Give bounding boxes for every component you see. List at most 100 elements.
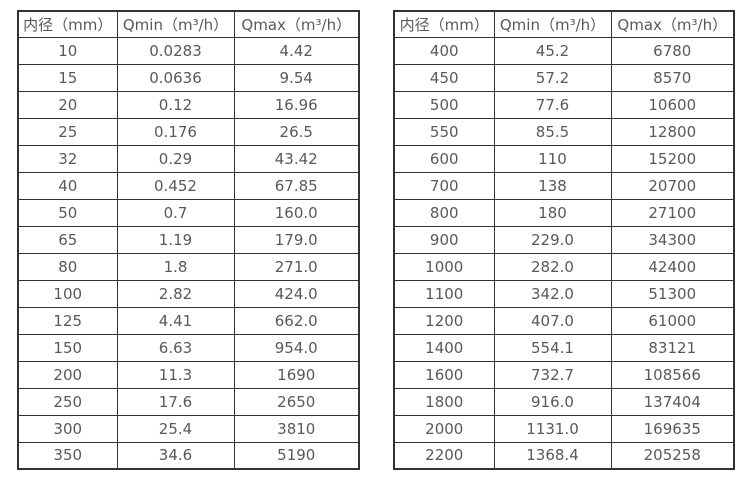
qmax-cell: 67.85 (233, 171, 360, 200)
qmax-cell: 424.0 (233, 279, 360, 308)
table-row: 15 0.0636 9.54 (17, 63, 360, 92)
table-row: 700 138 20700 (393, 171, 735, 200)
qmax-cell: 61000 (610, 306, 735, 335)
header-cell-qmax: Qmax（m³/h） (610, 10, 735, 38)
diameter-cell: 400 (393, 36, 495, 65)
diameter-cell: 125 (17, 306, 118, 335)
table-row: 125 4.41 662.0 (17, 306, 360, 335)
qmax-cell: 2650 (233, 387, 360, 416)
header-cell-qmin: Qmin（m³/h） (493, 10, 612, 38)
qmax-cell: 9.54 (233, 63, 360, 92)
qmax-cell: 16.96 (233, 90, 360, 119)
diameter-cell: 32 (17, 144, 118, 173)
qmax-cell: 4.42 (233, 36, 360, 65)
table-row: 400 45.2 6780 (393, 36, 735, 65)
qmin-cell: 0.0636 (116, 63, 235, 92)
diameter-cell: 900 (393, 225, 495, 254)
qmax-cell: 26.5 (233, 117, 360, 146)
qmax-cell: 108566 (610, 360, 735, 389)
qmin-cell: 0.29 (116, 144, 235, 173)
qmin-cell: 45.2 (493, 36, 612, 65)
header-row: 内径（mm） Qmin（m³/h） Qmax（m³/h） (393, 10, 735, 38)
qmax-cell: 662.0 (233, 306, 360, 335)
table-row: 32 0.29 43.42 (17, 144, 360, 173)
header-cell-diameter: 内径（mm） (17, 10, 118, 38)
diameter-cell: 300 (17, 414, 118, 443)
diameter-cell: 250 (17, 387, 118, 416)
qmin-cell: 77.6 (493, 90, 612, 119)
diameter-cell: 600 (393, 144, 495, 173)
qmin-cell: 282.0 (493, 252, 612, 281)
qmin-cell: 0.0283 (116, 36, 235, 65)
diameter-cell: 1000 (393, 252, 495, 281)
diameter-cell: 20 (17, 90, 118, 119)
table-row: 25 0.176 26.5 (17, 117, 360, 146)
qmin-cell: 57.2 (493, 63, 612, 92)
qmin-cell: 0.12 (116, 90, 235, 119)
table-row: 1200 407.0 61000 (393, 306, 735, 335)
diameter-cell: 65 (17, 225, 118, 254)
header-cell-qmax: Qmax（m³/h） (233, 10, 360, 38)
table-row: 40 0.452 67.85 (17, 171, 360, 200)
qmax-cell: 43.42 (233, 144, 360, 173)
qmin-cell: 17.6 (116, 387, 235, 416)
qmin-cell: 1.19 (116, 225, 235, 254)
qmin-cell: 407.0 (493, 306, 612, 335)
diameter-cell: 80 (17, 252, 118, 281)
diameter-cell: 1600 (393, 360, 495, 389)
diameter-cell: 15 (17, 63, 118, 92)
table-row: 65 1.19 179.0 (17, 225, 360, 254)
table-row: 1600 732.7 108566 (393, 360, 735, 389)
qmax-cell: 51300 (610, 279, 735, 308)
qmin-cell: 229.0 (493, 225, 612, 254)
table-row: 2200 1368.4 205258 (393, 441, 735, 470)
qmax-cell: 271.0 (233, 252, 360, 281)
diameter-cell: 1400 (393, 333, 495, 362)
qmin-cell: 554.1 (493, 333, 612, 362)
qmin-cell: 138 (493, 171, 612, 200)
table-row: 1800 916.0 137404 (393, 387, 735, 416)
table-row: 10 0.0283 4.42 (17, 36, 360, 65)
qmin-cell: 34.6 (116, 441, 235, 470)
qmin-cell: 1131.0 (493, 414, 612, 443)
table-row: 550 85.5 12800 (393, 117, 735, 146)
diameter-cell: 150 (17, 333, 118, 362)
table-row: 900 229.0 34300 (393, 225, 735, 254)
qmax-cell: 20700 (610, 171, 735, 200)
qmin-cell: 110 (493, 144, 612, 173)
qmax-cell: 169635 (610, 414, 735, 443)
diameter-cell: 10 (17, 36, 118, 65)
table-row: 1400 554.1 83121 (393, 333, 735, 362)
table-row: 500 77.6 10600 (393, 90, 735, 119)
qmax-cell: 34300 (610, 225, 735, 254)
qmin-cell: 1368.4 (493, 441, 612, 470)
qmin-cell: 6.63 (116, 333, 235, 362)
diameter-cell: 40 (17, 171, 118, 200)
table-row: 100 2.82 424.0 (17, 279, 360, 308)
diameter-cell: 550 (393, 117, 495, 146)
table-row: 800 180 27100 (393, 198, 735, 227)
diameter-cell: 100 (17, 279, 118, 308)
table-row: 1000 282.0 42400 (393, 252, 735, 281)
diameter-cell: 2200 (393, 441, 495, 470)
header-row: 内径（mm） Qmin（m³/h） Qmax（m³/h） (17, 10, 360, 38)
qmax-cell: 42400 (610, 252, 735, 281)
qmin-cell: 180 (493, 198, 612, 227)
diameter-cell: 500 (393, 90, 495, 119)
qmax-cell: 83121 (610, 333, 735, 362)
table-row: 1100 342.0 51300 (393, 279, 735, 308)
qmin-cell: 25.4 (116, 414, 235, 443)
qmin-cell: 0.7 (116, 198, 235, 227)
qmax-cell: 3810 (233, 414, 360, 443)
table-row: 50 0.7 160.0 (17, 198, 360, 227)
diameter-cell: 1200 (393, 306, 495, 335)
diameter-cell: 50 (17, 198, 118, 227)
qmax-cell: 10600 (610, 90, 735, 119)
table-row: 450 57.2 8570 (393, 63, 735, 92)
table-row: 300 25.4 3810 (17, 414, 360, 443)
table-row: 2000 1131.0 169635 (393, 414, 735, 443)
qmin-cell: 11.3 (116, 360, 235, 389)
diameter-cell: 1100 (393, 279, 495, 308)
qmax-cell: 27100 (610, 198, 735, 227)
